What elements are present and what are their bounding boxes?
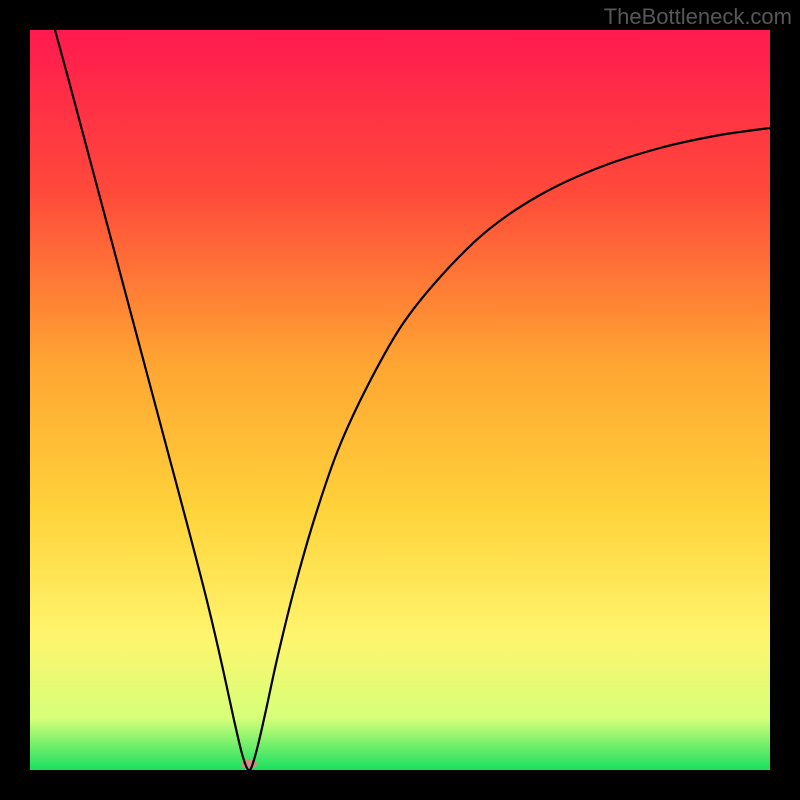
chart-container: TheBottleneck.com xyxy=(0,0,800,800)
watermark-text: TheBottleneck.com xyxy=(604,4,792,30)
bottleneck-curve xyxy=(55,30,770,770)
chart-svg xyxy=(0,0,800,800)
